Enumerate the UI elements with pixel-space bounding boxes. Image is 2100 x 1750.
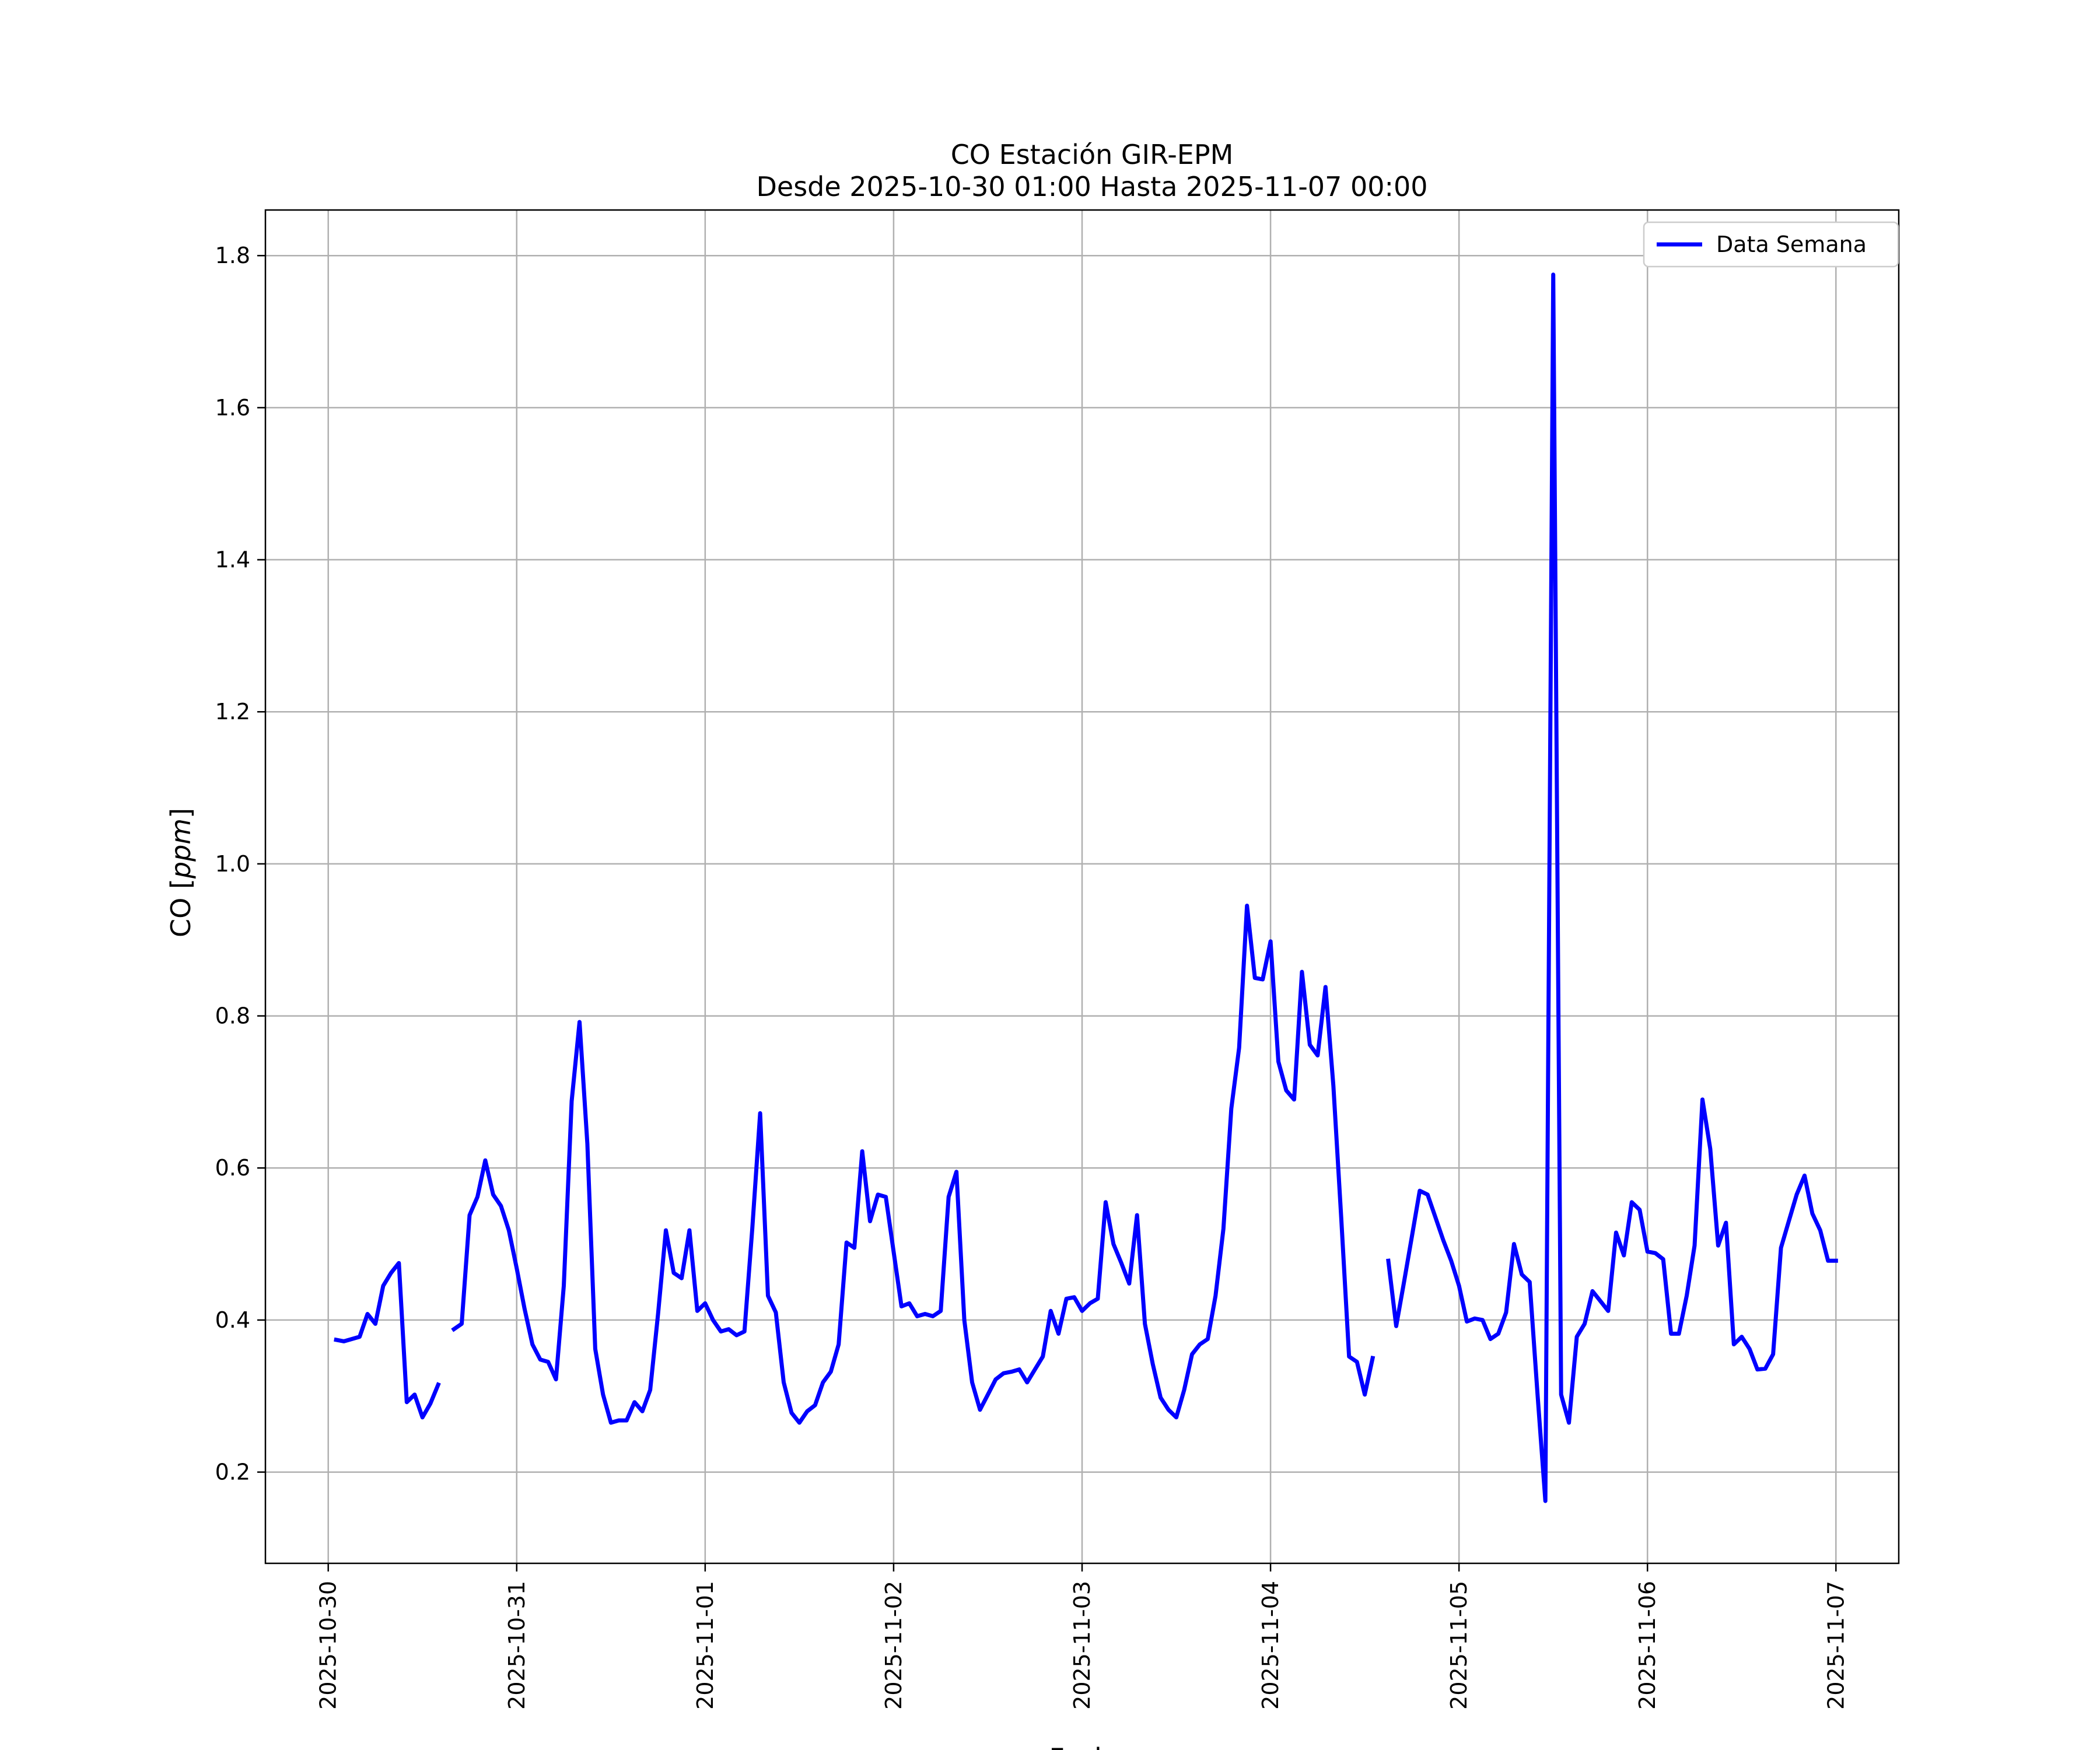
x-tick-label: 2025-10-31 [504,1581,530,1710]
y-tick-label: 1.0 [215,851,250,877]
x-tick-label: 2025-11-02 [881,1581,907,1710]
series-layer [334,272,1838,1503]
axis-ticks: 2025-10-30 2025-10-31 2025-11-01 2025-11-02… [215,243,1849,1710]
y-axis-label-unit: ppm [165,818,197,879]
series-line-data-semana [334,272,1838,1503]
x-tick-label: 2025-11-03 [1069,1581,1095,1710]
y-axis-label-prefix: CO [ [165,878,197,937]
grid [265,210,1899,1563]
chart-subtitle: Desde 2025-10-30 01:00 Hasta 2025-11-07 … [756,171,1427,202]
y-axis-label: CO [ppm] [165,808,197,937]
x-tick-label: 2025-11-05 [1446,1581,1472,1710]
y-tick-label: 0.4 [215,1307,250,1333]
y-tick-label: 1.2 [215,699,250,724]
legend-box [1643,221,1899,268]
x-tick-label: 2025-11-06 [1634,1581,1660,1710]
x-tick-label: 2025-11-07 [1823,1581,1849,1710]
y-tick-label: 1.4 [215,547,250,573]
legend: Data Semana [1643,221,1899,268]
x-axis-label: Fecha [1049,1742,1128,1750]
legend-label: Data Semana [1716,232,1867,257]
y-tick-label: 0.6 [215,1155,250,1181]
y-tick-label: 1.6 [215,395,250,421]
chart-title: CO Estación GIR-EPM [951,139,1234,170]
y-tick-label: 0.2 [215,1460,250,1485]
x-tick-label: 2025-11-04 [1258,1581,1283,1710]
y-tick-label: 0.8 [215,1003,250,1029]
x-tick-label: 2025-10-30 [316,1581,341,1710]
y-axis-label-suffix: ] [165,808,197,818]
x-tick-label: 2025-11-01 [692,1581,718,1710]
y-tick-label: 1.8 [215,243,250,268]
